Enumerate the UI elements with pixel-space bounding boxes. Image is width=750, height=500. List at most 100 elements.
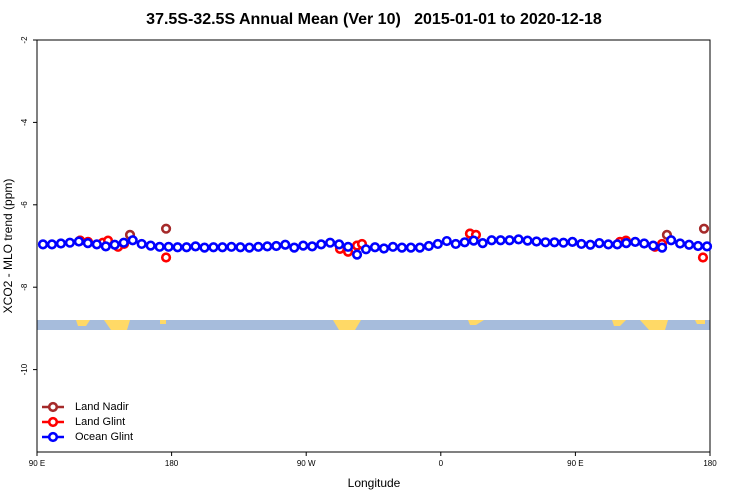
data-point	[360, 244, 372, 255]
data-point	[351, 249, 363, 260]
legend-label: Land Glint	[75, 416, 125, 428]
data-point	[73, 236, 84, 247]
data-point	[136, 238, 147, 250]
data-point	[199, 242, 210, 253]
data-point	[172, 242, 183, 253]
data-point	[160, 252, 172, 263]
data-point	[226, 241, 237, 252]
data-point	[244, 242, 255, 253]
data-point	[701, 241, 713, 252]
data-point	[531, 236, 542, 247]
data-point	[576, 238, 587, 250]
chart-title: 37.5S-32.5S Annual Mean (Ver 10) 2015-01…	[146, 11, 602, 28]
data-point	[91, 239, 102, 250]
data-point	[423, 240, 434, 252]
data-point	[549, 237, 560, 248]
legend-marker	[47, 401, 59, 413]
data-point	[692, 240, 704, 252]
y-tick-label: -10	[20, 363, 29, 375]
data-point	[585, 239, 596, 250]
data-point	[82, 238, 93, 249]
legend-marker	[47, 431, 59, 443]
data-point	[639, 238, 650, 249]
data-point	[163, 241, 174, 252]
land-mask-strip	[37, 320, 710, 330]
data-point	[603, 239, 614, 250]
x-tick-label: 90 E	[29, 459, 45, 468]
data-point	[127, 235, 138, 246]
y-axis-label: XCO2 - MLO trend (ppm)	[1, 179, 15, 314]
data-point	[697, 252, 709, 263]
data-point	[594, 238, 605, 249]
data-point	[441, 235, 452, 247]
data-point	[154, 241, 165, 252]
data-point	[342, 241, 354, 252]
data-point	[181, 242, 192, 253]
legend-marker	[47, 416, 59, 428]
data-point	[657, 242, 668, 253]
data-point	[477, 238, 488, 249]
data-point	[325, 237, 336, 248]
data-point	[396, 242, 408, 253]
data-point	[118, 237, 129, 248]
legend-label: Land Nadir	[75, 401, 129, 413]
x-tick-label: 180	[165, 459, 179, 468]
data-point	[513, 234, 524, 245]
x-tick-label: 0	[439, 459, 444, 468]
data-point	[235, 242, 246, 253]
data-point	[262, 241, 273, 252]
data-point	[558, 237, 569, 248]
data-point	[683, 239, 695, 250]
data-point	[271, 240, 282, 252]
data-point	[450, 238, 461, 250]
data-point	[540, 237, 551, 248]
data-point	[698, 223, 710, 234]
data-point	[334, 239, 345, 250]
data-point	[369, 242, 381, 253]
y-tick-label: -6	[20, 201, 29, 209]
data-point	[298, 240, 309, 251]
y-tick-label: -8	[20, 283, 29, 291]
legend-label: Ocean Glint	[75, 431, 133, 443]
data-point	[567, 236, 578, 247]
data-point	[630, 236, 641, 247]
data-point	[486, 235, 497, 246]
data-point	[648, 240, 659, 251]
data-point	[289, 242, 300, 253]
data-point	[405, 242, 416, 253]
x-tick-label: 90 W	[297, 459, 316, 468]
data-point	[253, 241, 264, 252]
data-point	[612, 239, 623, 250]
x-tick-label: 180	[703, 459, 717, 468]
data-point	[666, 235, 677, 246]
data-point	[37, 239, 49, 250]
data-point	[109, 239, 120, 250]
data-point	[432, 238, 443, 250]
x-tick-label: 90 E	[567, 459, 583, 468]
data-point	[190, 241, 201, 252]
data-point	[145, 240, 156, 251]
data-point	[459, 237, 470, 248]
x-axis-label: Longitude	[348, 476, 401, 490]
data-point	[217, 242, 228, 253]
data-point	[100, 241, 111, 252]
data-point	[280, 239, 291, 250]
data-point	[55, 238, 67, 249]
data-point	[522, 235, 533, 246]
data-point	[504, 235, 515, 246]
data-point	[387, 241, 399, 252]
data-point	[621, 238, 632, 249]
data-point	[160, 223, 172, 234]
y-tick-label: -2	[20, 36, 29, 44]
data-point	[468, 235, 479, 246]
data-point	[307, 241, 318, 252]
data-point	[378, 243, 390, 254]
data-point	[316, 239, 327, 250]
data-point	[495, 235, 506, 246]
data-point	[64, 237, 76, 248]
data-point	[674, 238, 686, 249]
data-point	[414, 242, 425, 253]
data-point	[208, 242, 219, 253]
data-point	[46, 239, 58, 250]
